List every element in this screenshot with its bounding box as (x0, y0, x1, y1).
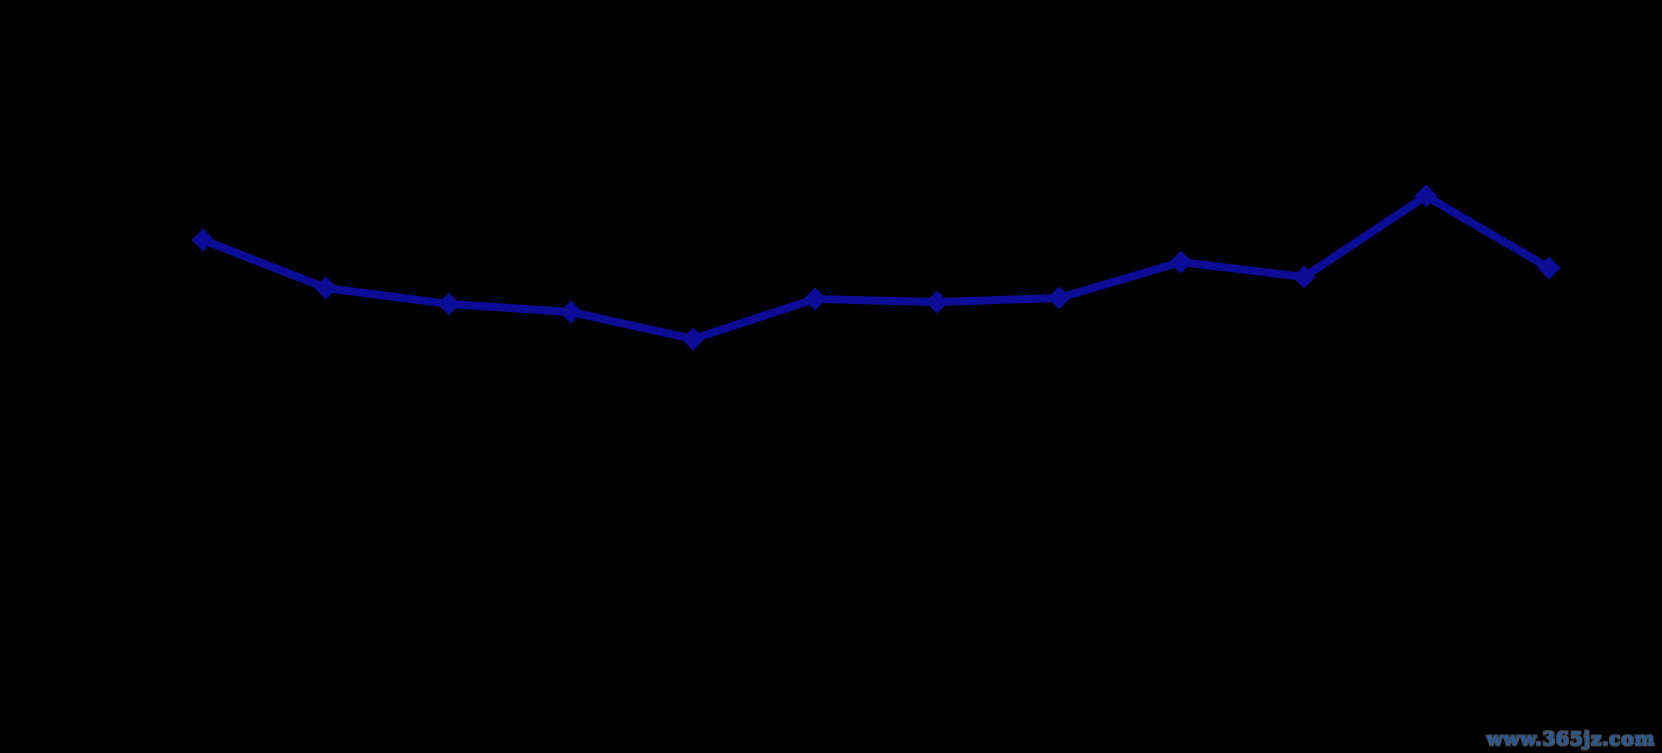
diamond-marker (681, 327, 705, 351)
diamond-marker (1537, 256, 1561, 280)
diamond-marker (803, 287, 827, 311)
diamond-marker (1169, 250, 1193, 274)
series-line (199, 192, 1553, 343)
diamond-marker (191, 228, 215, 252)
diamond-marker (559, 300, 583, 324)
diamond-marker (1047, 286, 1071, 310)
diamond-marker (1414, 184, 1438, 208)
diamond-marker (314, 276, 338, 300)
diamond-marker (1292, 265, 1316, 289)
diamond-marker (437, 292, 461, 316)
diamond-marker (925, 290, 949, 314)
watermark-text: www.365jz.com (1486, 728, 1655, 750)
